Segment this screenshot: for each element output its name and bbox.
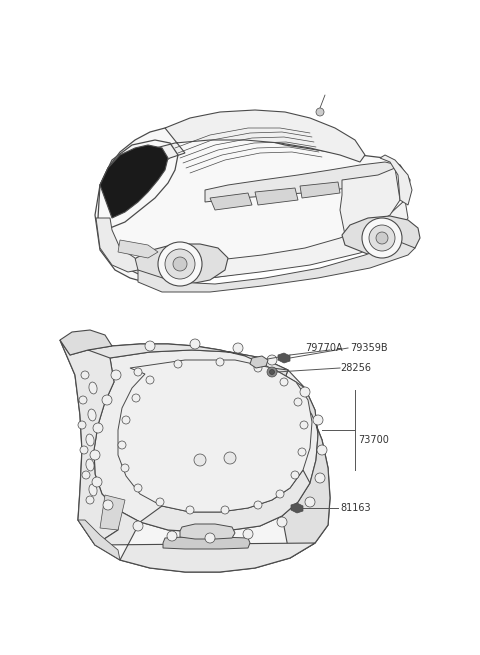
Circle shape — [145, 341, 155, 351]
Circle shape — [267, 367, 277, 377]
Circle shape — [86, 496, 94, 504]
Circle shape — [300, 387, 310, 397]
Circle shape — [291, 471, 299, 479]
Polygon shape — [175, 200, 408, 283]
Polygon shape — [60, 340, 288, 378]
Circle shape — [158, 242, 202, 286]
Circle shape — [190, 339, 200, 349]
Polygon shape — [210, 193, 252, 210]
Circle shape — [194, 454, 206, 466]
Circle shape — [305, 497, 315, 507]
Circle shape — [233, 343, 243, 353]
Circle shape — [111, 370, 121, 380]
Polygon shape — [78, 520, 120, 560]
Circle shape — [103, 500, 113, 510]
Circle shape — [92, 477, 102, 487]
Polygon shape — [130, 244, 228, 285]
Text: 73700: 73700 — [358, 435, 389, 445]
Polygon shape — [272, 368, 330, 558]
Circle shape — [216, 358, 224, 366]
Polygon shape — [94, 350, 318, 532]
Polygon shape — [118, 240, 158, 258]
Circle shape — [254, 501, 262, 509]
Polygon shape — [291, 503, 303, 513]
Polygon shape — [60, 340, 118, 545]
Polygon shape — [60, 340, 330, 572]
Polygon shape — [342, 216, 420, 255]
Polygon shape — [180, 524, 235, 539]
Circle shape — [173, 257, 187, 271]
Circle shape — [376, 232, 388, 244]
Circle shape — [205, 533, 215, 543]
Circle shape — [221, 506, 229, 514]
Polygon shape — [380, 155, 412, 205]
Circle shape — [134, 368, 142, 376]
Circle shape — [362, 218, 402, 258]
Circle shape — [315, 473, 325, 483]
Polygon shape — [125, 110, 365, 178]
Circle shape — [156, 498, 164, 506]
Circle shape — [93, 423, 103, 433]
Circle shape — [90, 450, 100, 460]
Circle shape — [267, 355, 277, 365]
Polygon shape — [100, 495, 125, 530]
Circle shape — [121, 464, 129, 472]
Circle shape — [224, 452, 236, 464]
Circle shape — [134, 484, 142, 492]
Polygon shape — [100, 145, 168, 218]
Ellipse shape — [88, 409, 96, 421]
Polygon shape — [163, 537, 250, 549]
Circle shape — [167, 531, 177, 541]
Circle shape — [269, 369, 275, 375]
Polygon shape — [205, 162, 398, 202]
Circle shape — [80, 446, 88, 454]
Circle shape — [298, 448, 306, 456]
Circle shape — [165, 249, 195, 279]
Circle shape — [276, 490, 284, 498]
Circle shape — [317, 445, 327, 455]
Circle shape — [186, 506, 194, 514]
Circle shape — [79, 396, 87, 404]
Circle shape — [146, 376, 154, 384]
Polygon shape — [340, 168, 400, 235]
Text: 79770A: 79770A — [305, 343, 343, 353]
Circle shape — [313, 415, 323, 425]
Polygon shape — [250, 356, 268, 368]
Polygon shape — [60, 330, 112, 355]
Circle shape — [254, 364, 262, 372]
Circle shape — [369, 225, 395, 251]
Circle shape — [243, 529, 253, 539]
Circle shape — [82, 471, 90, 479]
Polygon shape — [138, 242, 415, 292]
Circle shape — [277, 517, 287, 527]
Ellipse shape — [86, 459, 94, 471]
Circle shape — [122, 416, 130, 424]
Polygon shape — [300, 182, 340, 198]
Text: 28256: 28256 — [340, 363, 371, 373]
Circle shape — [280, 378, 288, 386]
Text: 81163: 81163 — [340, 503, 371, 513]
Ellipse shape — [89, 484, 97, 496]
Circle shape — [133, 521, 143, 531]
Ellipse shape — [89, 382, 97, 394]
Circle shape — [174, 360, 182, 368]
Polygon shape — [96, 218, 138, 272]
Circle shape — [118, 441, 126, 449]
Polygon shape — [95, 470, 315, 572]
Ellipse shape — [86, 434, 94, 446]
Circle shape — [132, 394, 140, 402]
Circle shape — [78, 421, 86, 429]
Circle shape — [300, 421, 308, 429]
Circle shape — [102, 395, 112, 405]
Circle shape — [294, 398, 302, 406]
Polygon shape — [278, 353, 290, 363]
Polygon shape — [118, 360, 312, 512]
Text: 79359B: 79359B — [350, 343, 388, 353]
Polygon shape — [255, 188, 298, 205]
Circle shape — [81, 371, 89, 379]
Circle shape — [316, 108, 324, 116]
Polygon shape — [95, 128, 410, 285]
